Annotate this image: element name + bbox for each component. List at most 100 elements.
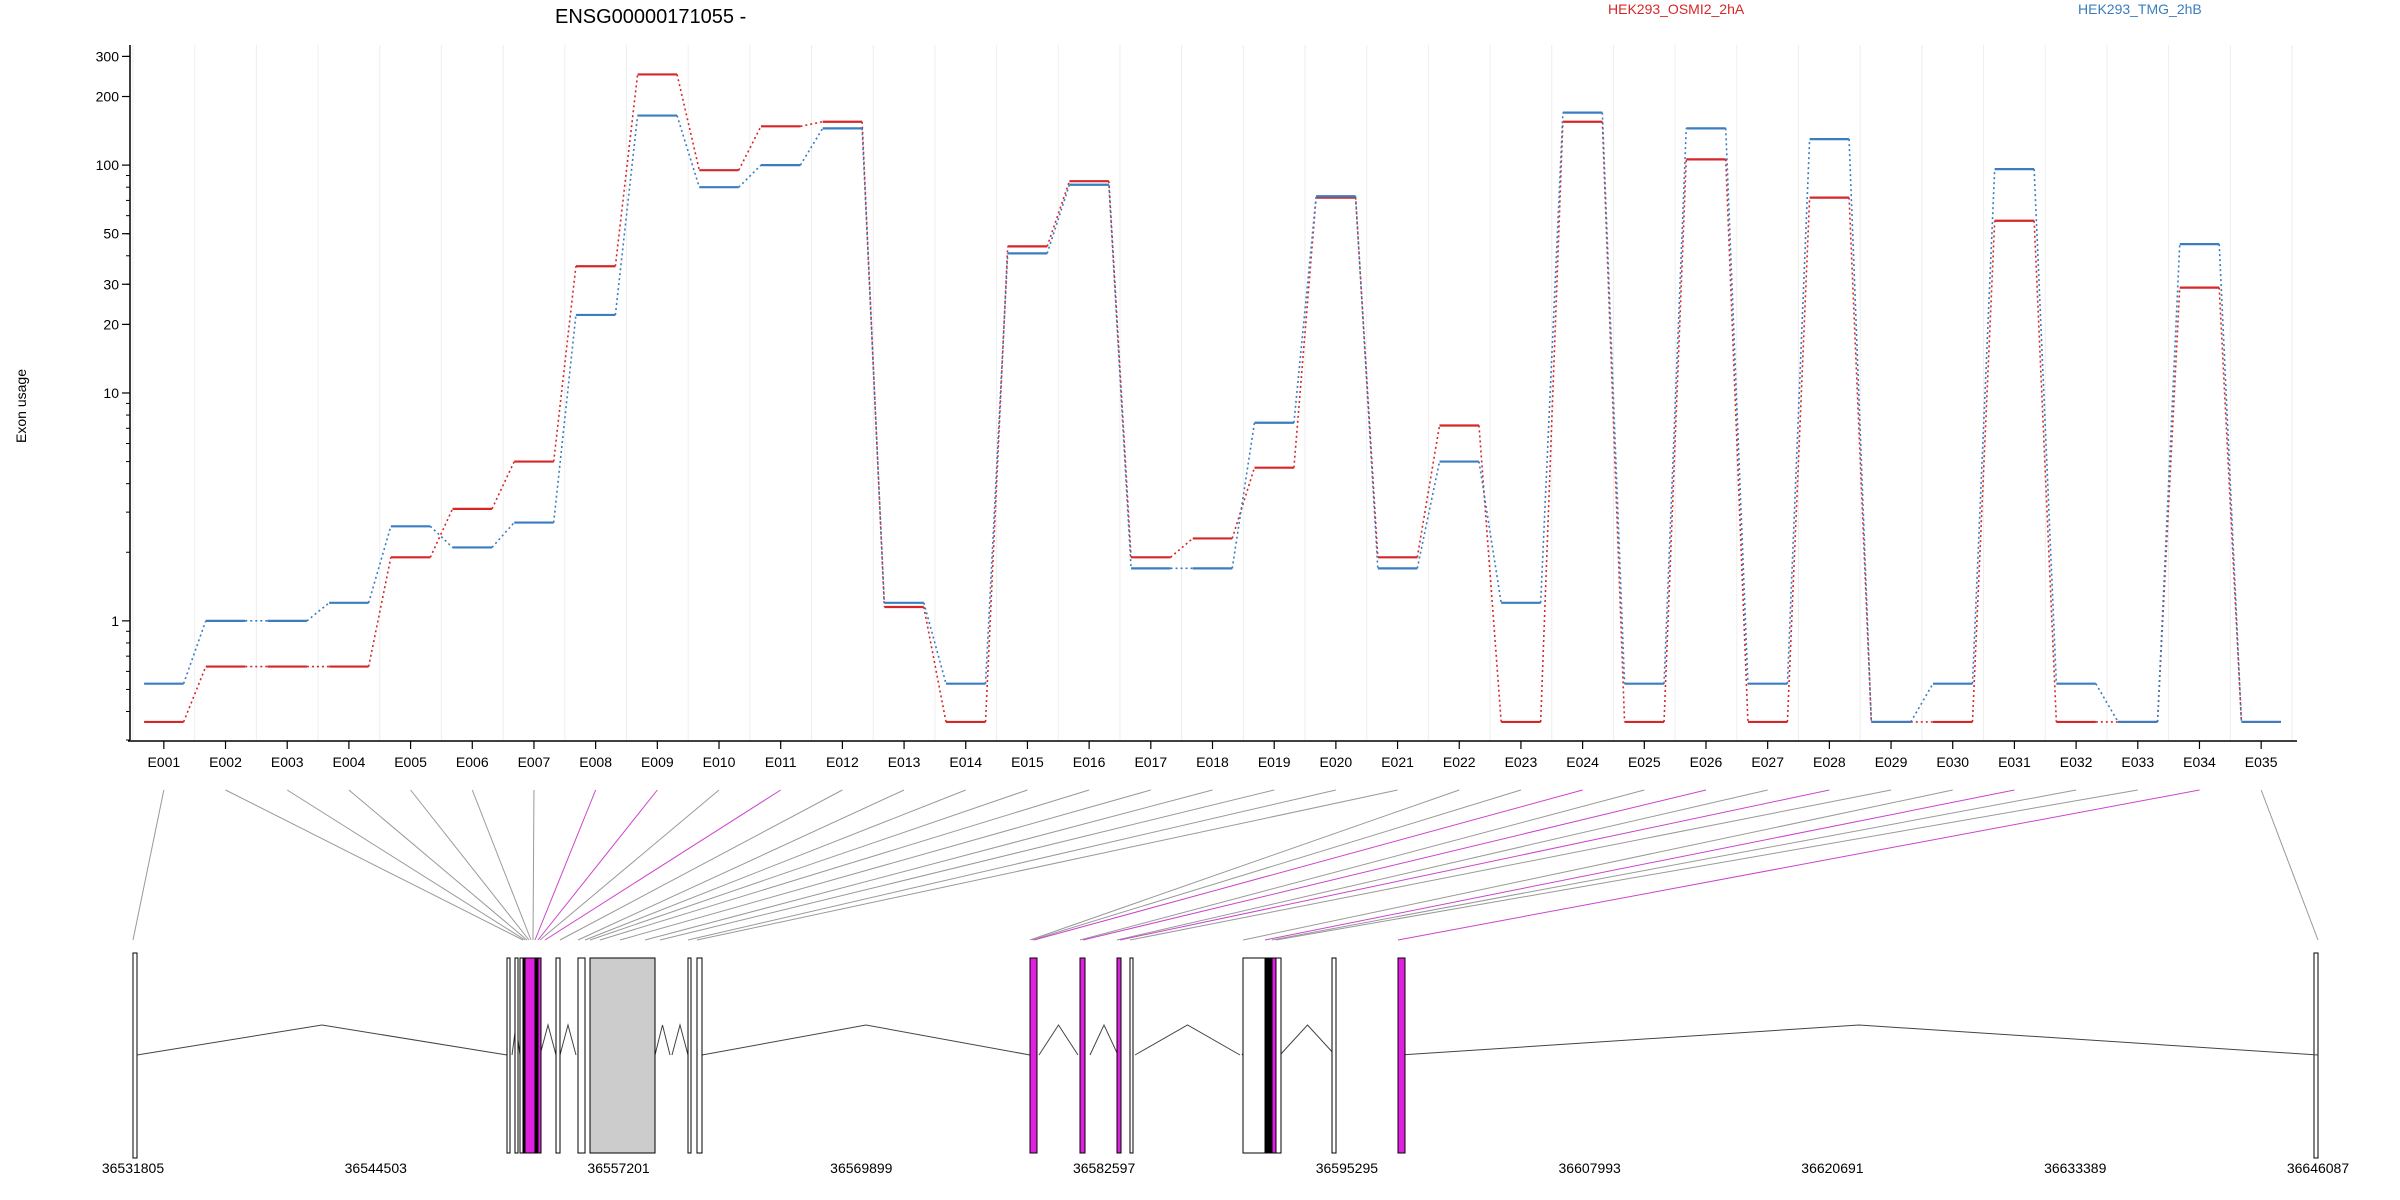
y-tick-label: 30 xyxy=(103,276,119,292)
intron-line xyxy=(539,1023,557,1056)
genome-tick-label: 36569899 xyxy=(830,1160,893,1176)
x-tick-label-e022: E022 xyxy=(1443,754,1476,770)
series-link xyxy=(367,557,392,667)
genome-tick-label: 36595295 xyxy=(1316,1160,1379,1176)
exon-box xyxy=(1275,957,1282,1154)
exon-connector xyxy=(1264,789,2015,941)
series-link xyxy=(1971,220,1996,722)
genome-tick-label: 36531805 xyxy=(102,1160,165,1176)
exon-connector xyxy=(619,789,1151,941)
exon-box xyxy=(506,957,511,1154)
series-link xyxy=(491,522,515,548)
exon-connector xyxy=(532,789,535,941)
exon-connector xyxy=(1033,789,1583,941)
x-tick-label-e012: E012 xyxy=(826,754,859,770)
exon-box xyxy=(1264,957,1271,1154)
series-link xyxy=(1910,683,1934,723)
series-link xyxy=(738,164,762,188)
series-osmi2 xyxy=(144,73,2281,724)
series-link xyxy=(984,246,1009,722)
x-tick-label-e006: E006 xyxy=(456,754,489,770)
series-link xyxy=(1786,139,1811,684)
series-link xyxy=(1354,196,1379,569)
genome-tick-label: 36544503 xyxy=(345,1160,408,1176)
series-link xyxy=(2033,220,2058,722)
y-tick-label: 10 xyxy=(103,385,119,401)
x-tick-label-e020: E020 xyxy=(1320,754,1353,770)
x-tick-label-e003: E003 xyxy=(271,754,304,770)
series-link xyxy=(738,125,762,171)
exon-box xyxy=(514,957,519,1154)
x-tick-label-e005: E005 xyxy=(394,754,427,770)
x-tick-label-e017: E017 xyxy=(1134,754,1167,770)
vertical-gridlines xyxy=(132,45,2293,740)
x-tick-label-e032: E032 xyxy=(2060,754,2093,770)
series-link xyxy=(182,620,207,684)
y-tick-label: 200 xyxy=(96,89,120,105)
exon-box xyxy=(2313,952,2319,1159)
exon-connector xyxy=(659,789,1275,941)
series-link xyxy=(799,127,824,166)
x-tick-label-e016: E016 xyxy=(1073,754,1106,770)
series-link xyxy=(2033,169,2058,684)
x-tick-label-e029: E029 xyxy=(1875,754,1908,770)
x-tick-label-e024: E024 xyxy=(1566,754,1599,770)
y-tick-label: 300 xyxy=(96,48,120,64)
exon-connector xyxy=(348,789,528,941)
series-link xyxy=(1539,112,1564,603)
exon-box xyxy=(1397,957,1406,1154)
exon-box xyxy=(589,957,656,1154)
series-link xyxy=(1971,169,1996,684)
series-link xyxy=(1108,184,1132,569)
x-tick-label-e009: E009 xyxy=(641,754,674,770)
series-link xyxy=(1046,184,1071,254)
exon-box xyxy=(1129,957,1134,1154)
exon-box xyxy=(1116,957,1122,1154)
exon-box xyxy=(1079,957,1086,1154)
y-axis: 1 10 20 30 50 100 200 300 xyxy=(96,45,131,741)
series-link xyxy=(2095,683,2119,723)
exon-box xyxy=(1331,957,1337,1154)
genomic-coordinate-axis: 36531805 36544503 36557201 36569899 36582597… xyxy=(102,1160,2350,1176)
exon-connector xyxy=(537,789,658,941)
intron-line xyxy=(559,1023,577,1056)
exon-box xyxy=(534,957,539,1154)
exon-box xyxy=(1271,957,1277,1154)
series-link xyxy=(614,115,639,316)
series-layer xyxy=(144,73,2281,724)
x-tick-label-e011: E011 xyxy=(765,754,797,770)
exon-connector xyxy=(1031,789,1522,941)
y-tick-label: 20 xyxy=(103,316,119,332)
series-link xyxy=(1416,425,1441,558)
exon-connector xyxy=(1119,789,1830,941)
x-tick-label-e035: E035 xyxy=(2245,754,2278,770)
exon-connector xyxy=(534,789,597,941)
intron-line xyxy=(654,1024,671,1056)
x-tick-label-e004: E004 xyxy=(333,754,366,770)
exon-connector xyxy=(577,789,905,941)
series-link xyxy=(923,602,947,684)
exon-box xyxy=(687,957,692,1154)
exon-connector xyxy=(471,789,532,941)
exon-connector xyxy=(1029,789,1460,941)
exon-connector xyxy=(589,789,1028,941)
x-tick-label-e001: E001 xyxy=(147,754,180,770)
exon-connector xyxy=(1271,789,2077,941)
series-link xyxy=(1601,121,1626,722)
exon-connector xyxy=(696,789,1398,941)
exon-connector xyxy=(1275,789,2138,941)
x-tick-label-e015: E015 xyxy=(1011,754,1044,770)
series-link xyxy=(429,525,454,549)
exon-box xyxy=(132,952,138,1159)
x-tick-label-e019: E019 xyxy=(1258,754,1291,770)
x-axis: E001 E002 E003 E004 E005 E006 E007 E008 E009 E010… xyxy=(128,740,2297,770)
series-link xyxy=(1663,159,1688,722)
series-link xyxy=(491,461,515,510)
x-tick-label-e008: E008 xyxy=(579,754,612,770)
x-tick-label-e033: E033 xyxy=(2121,754,2154,770)
y-tick-label: 100 xyxy=(96,157,120,173)
exon-connector xyxy=(225,789,524,941)
exon-box xyxy=(1029,957,1038,1154)
exon-connector xyxy=(410,789,530,941)
